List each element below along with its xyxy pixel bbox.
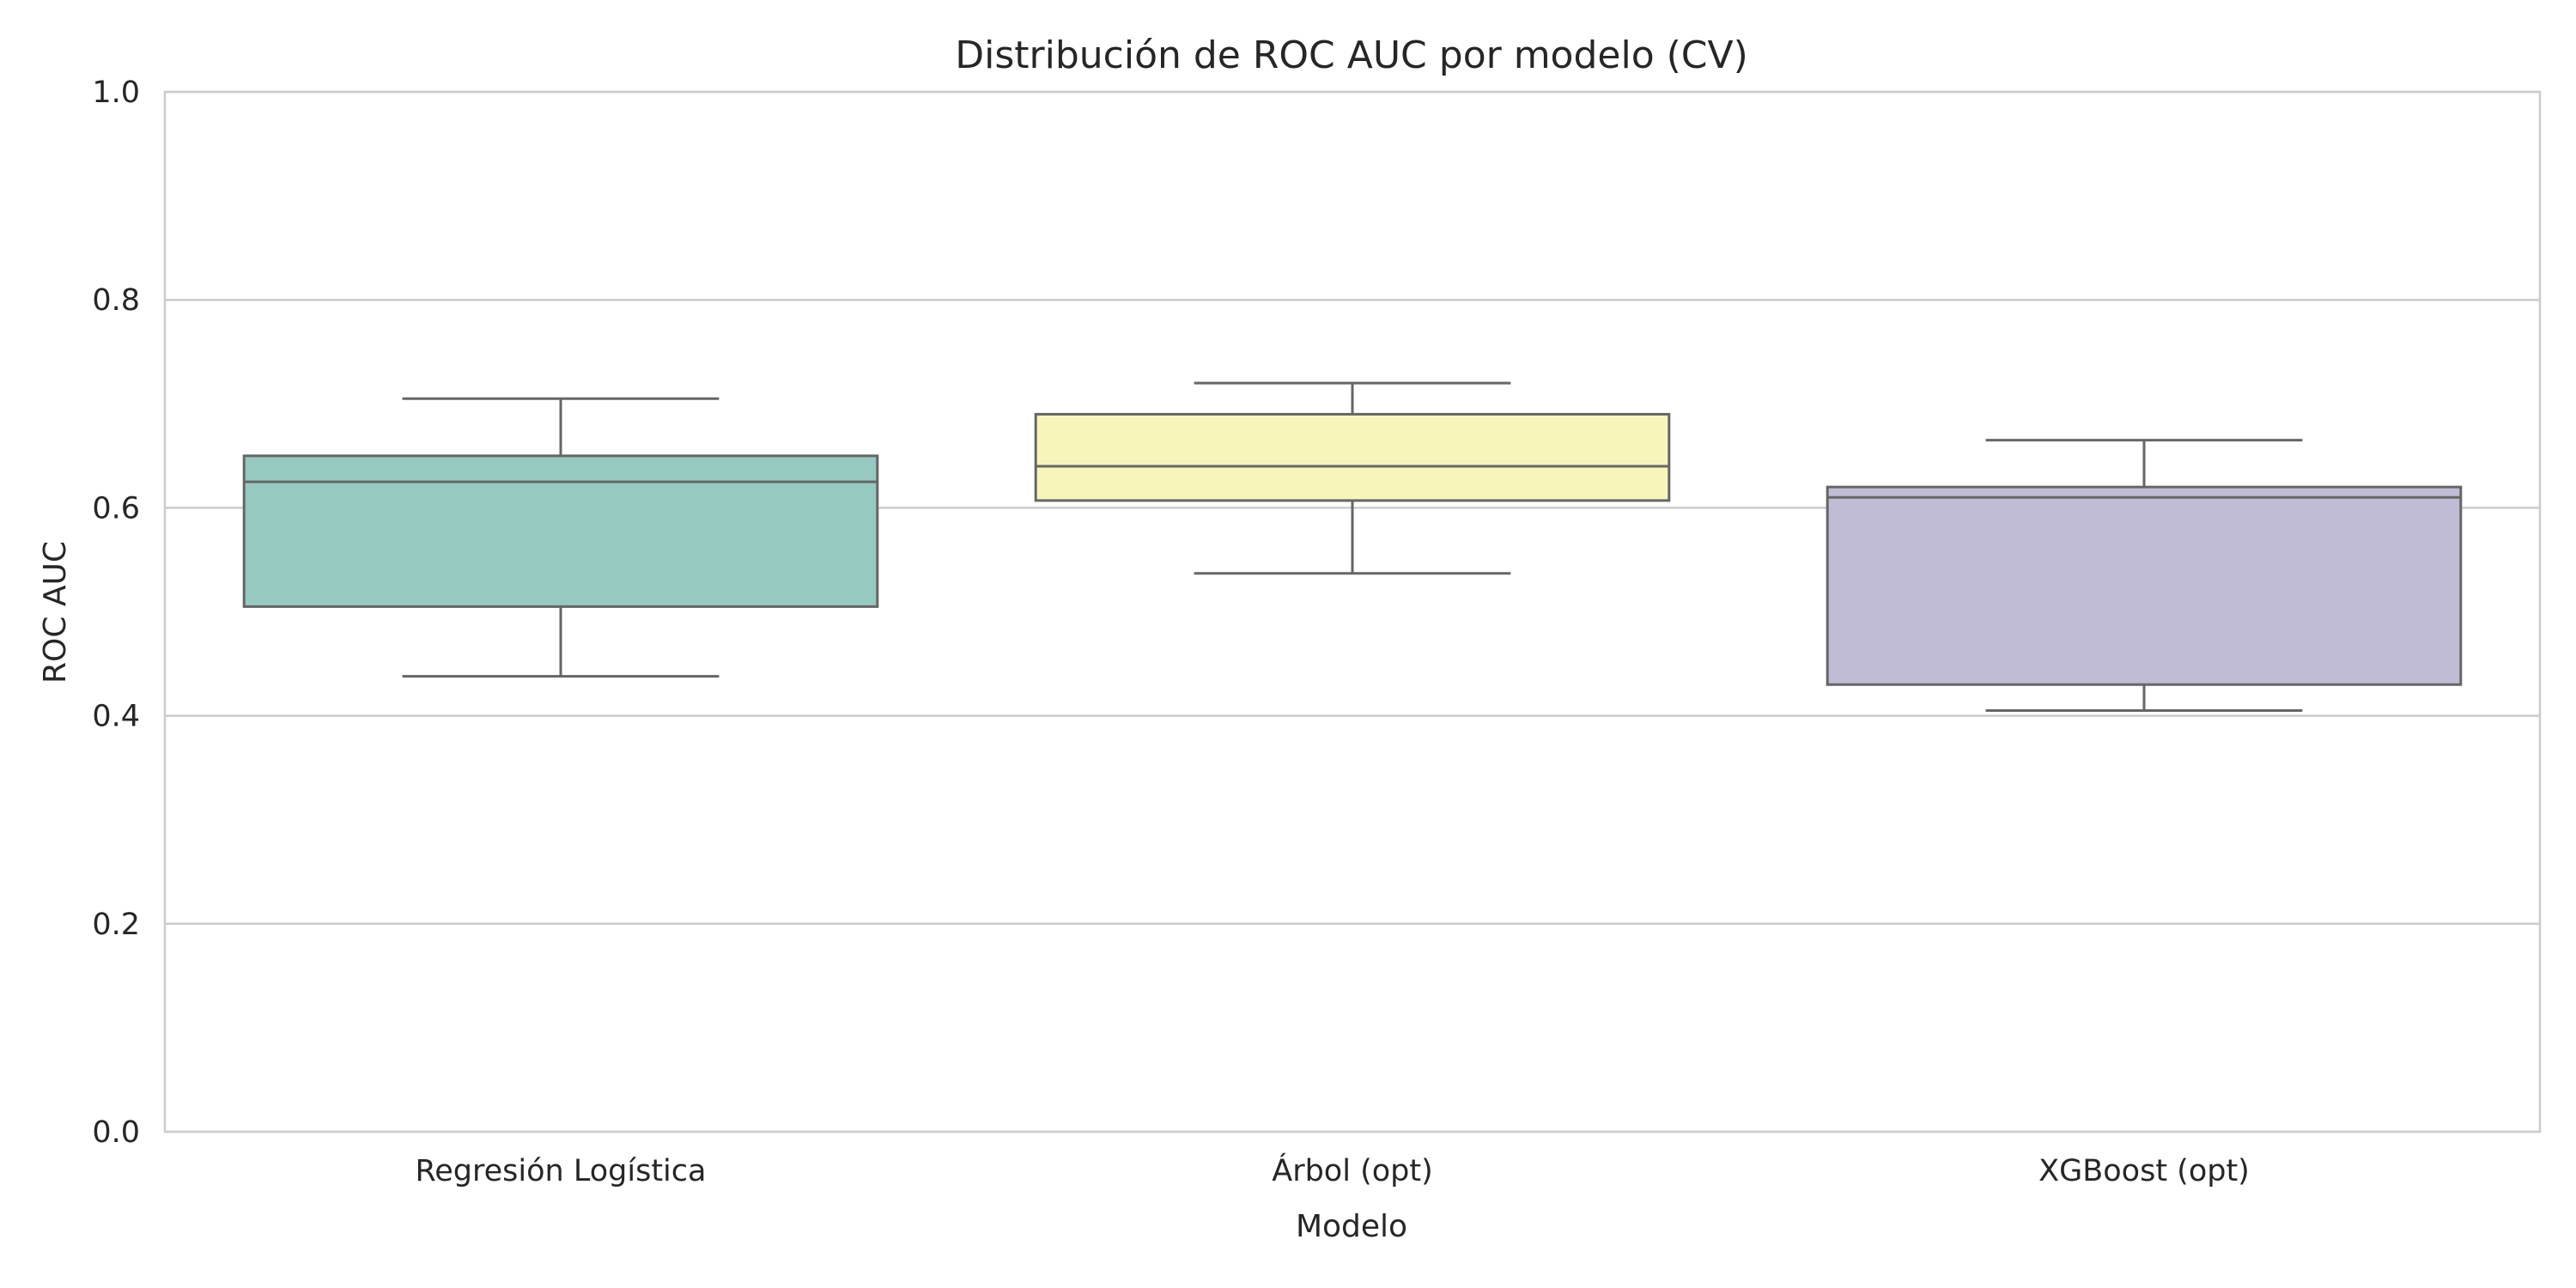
iqr-box xyxy=(1034,412,1671,502)
y-tick-label: 0.4 xyxy=(92,700,140,734)
chart-title: Distribución de ROC AUC por modelo (CV) xyxy=(955,33,1748,77)
y-axis-label: ROC AUC xyxy=(38,541,73,683)
y-tick-label: 1.0 xyxy=(92,76,140,110)
x-axis-ticks: Regresión Logística Árbol (opt) XGBoost (o… xyxy=(416,1152,2250,1188)
boxes xyxy=(242,381,2463,713)
y-tick-label: 0.6 xyxy=(92,491,140,526)
y-tick-label: 0.2 xyxy=(92,908,140,942)
box-1 xyxy=(242,397,879,678)
y-tick-label: 0.8 xyxy=(92,283,140,318)
y-tick-label: 0.0 xyxy=(92,1115,140,1150)
box-2 xyxy=(1034,381,1671,575)
x-axis-label: Modelo xyxy=(1296,1209,1407,1244)
x-tick-label: Regresión Logística xyxy=(416,1154,707,1188)
iqr-box xyxy=(1826,485,2463,686)
y-axis-ticks: 0.0 0.2 0.4 0.6 0.8 1.0 xyxy=(92,76,140,1150)
box-3 xyxy=(1826,439,2463,713)
iqr-box xyxy=(242,454,879,608)
x-tick-label: XGBoost (opt) xyxy=(2038,1154,2250,1188)
x-tick-label: Árbol (opt) xyxy=(1272,1152,1432,1188)
plot-area-frame xyxy=(163,90,2542,1133)
